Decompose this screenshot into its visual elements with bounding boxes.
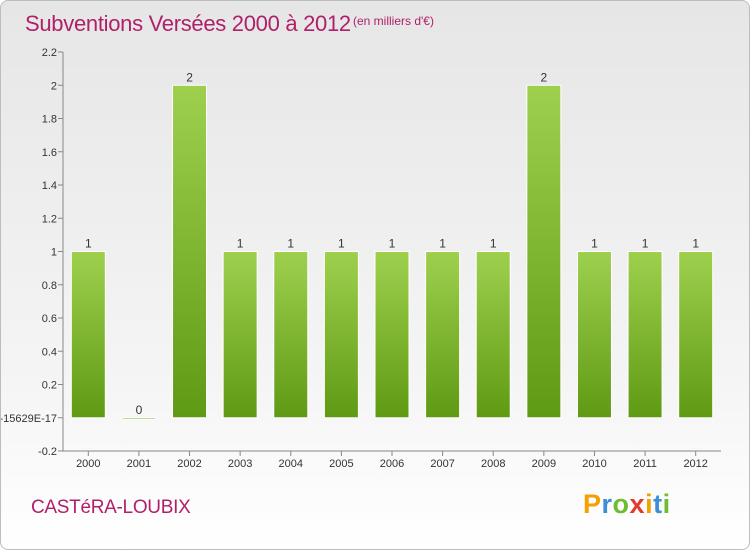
bar-2001[interactable] bbox=[121, 417, 157, 420]
data-label-2000: 1 bbox=[85, 237, 92, 251]
x-tick-label-2005: 2005 bbox=[329, 458, 353, 470]
bar-2004[interactable] bbox=[273, 251, 309, 419]
bar-2012[interactable] bbox=[678, 251, 714, 419]
logo-letter: i bbox=[662, 489, 671, 519]
x-tick-label-2011: 2011 bbox=[633, 458, 657, 470]
x-tick-label-2003: 2003 bbox=[228, 458, 252, 470]
logo-letter: t bbox=[653, 489, 663, 519]
data-label-2008: 1 bbox=[490, 237, 497, 251]
x-tick-label-2006: 2006 bbox=[380, 458, 404, 470]
bar-2009[interactable] bbox=[526, 84, 562, 419]
y-tick-label: 1.2 bbox=[42, 213, 57, 225]
data-label-2006: 1 bbox=[389, 237, 396, 251]
logo-letter: i bbox=[645, 489, 654, 519]
x-tick-label-2008: 2008 bbox=[481, 458, 505, 470]
x-tick-label-2001: 2001 bbox=[127, 458, 151, 470]
bar-2007[interactable] bbox=[425, 251, 461, 419]
data-label-2009: 2 bbox=[541, 70, 548, 84]
bar-2000[interactable] bbox=[70, 251, 106, 419]
chart-title: Subventions Versées 2000 à 2012 bbox=[25, 11, 351, 36]
bar-2011[interactable] bbox=[627, 251, 663, 419]
y-tick-label: 0.4 bbox=[42, 346, 57, 358]
commune-name: CASTéRA-LOUBIX bbox=[31, 497, 191, 518]
x-tick-label-2012: 2012 bbox=[683, 458, 707, 470]
y-tick-label: 0.8 bbox=[42, 280, 57, 292]
y-tick-label: 1 bbox=[51, 247, 57, 259]
bar-2006[interactable] bbox=[374, 251, 410, 419]
x-tick-label-2007: 2007 bbox=[430, 458, 454, 470]
y-tick-label: -15629E-17 bbox=[1, 413, 57, 425]
y-tick-label: -0.2 bbox=[38, 446, 57, 458]
data-label-2010: 1 bbox=[591, 237, 598, 251]
y-tick-label: 2.2 bbox=[42, 47, 57, 59]
data-label-2007: 1 bbox=[439, 237, 446, 251]
x-tick-label-2009: 2009 bbox=[532, 458, 556, 470]
data-label-2002: 2 bbox=[186, 70, 193, 84]
data-label-2001: 0 bbox=[136, 403, 143, 417]
bar-2005[interactable] bbox=[323, 251, 359, 419]
proxiti-logo[interactable]: Proxiti bbox=[583, 489, 671, 520]
x-tick-label-2002: 2002 bbox=[177, 458, 201, 470]
y-tick-label: 1.8 bbox=[42, 114, 57, 126]
bar-2003[interactable] bbox=[222, 251, 258, 419]
data-label-2005: 1 bbox=[338, 237, 345, 251]
data-label-2012: 1 bbox=[692, 237, 699, 251]
bar-2008[interactable] bbox=[475, 251, 511, 419]
y-tick-label: 0.2 bbox=[42, 380, 57, 392]
y-tick-label: 1.6 bbox=[42, 147, 57, 159]
bar-2010[interactable] bbox=[576, 251, 612, 419]
y-tick-label: 2 bbox=[51, 80, 57, 92]
logo-letter: r bbox=[601, 489, 613, 519]
logo-letter: x bbox=[629, 489, 646, 519]
bar-2002[interactable] bbox=[172, 84, 208, 419]
chart-unit-subtitle: (en milliers d'€) bbox=[353, 14, 434, 28]
data-label-2004: 1 bbox=[287, 237, 294, 251]
x-tick-label-2000: 2000 bbox=[76, 458, 100, 470]
y-tick-label: 1.4 bbox=[42, 180, 57, 192]
data-label-2003: 1 bbox=[237, 237, 244, 251]
data-label-2011: 1 bbox=[642, 237, 649, 251]
y-tick-label: 0.6 bbox=[42, 313, 57, 325]
logo-letter: P bbox=[583, 489, 602, 519]
x-tick-label-2010: 2010 bbox=[582, 458, 606, 470]
logo-letter: o bbox=[612, 489, 630, 519]
x-tick-label-2004: 2004 bbox=[279, 458, 303, 470]
